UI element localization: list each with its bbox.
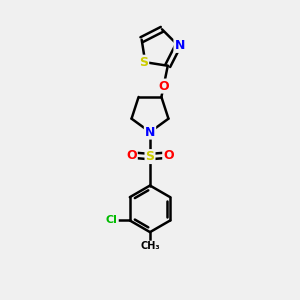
Text: Cl: Cl	[106, 215, 118, 226]
Text: O: O	[163, 148, 174, 162]
Text: O: O	[126, 148, 137, 162]
Text: S: S	[146, 150, 154, 163]
Text: CH₃: CH₃	[140, 242, 160, 251]
Text: N: N	[145, 126, 155, 139]
Text: S: S	[139, 56, 148, 69]
Text: O: O	[158, 80, 169, 92]
Text: N: N	[174, 39, 185, 52]
